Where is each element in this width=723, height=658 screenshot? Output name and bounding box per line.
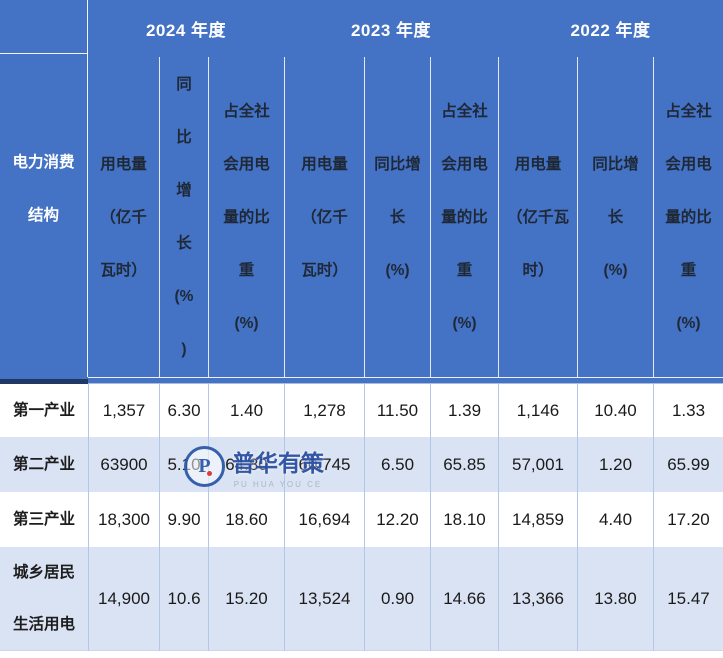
subheader-line: 用电量 — [514, 155, 562, 173]
subheader-line: 占全社 — [665, 102, 712, 120]
value-cell: 1,278 — [284, 384, 364, 437]
row-label: 第三产业 — [0, 492, 88, 547]
subheader-line: (%) — [385, 261, 410, 279]
corner-header-line: 结构 — [27, 206, 59, 224]
subheader-2022-consumption: 用电量 （亿千瓦 时） — [498, 57, 577, 377]
subheader-line: （亿千瓦 — [506, 208, 569, 226]
value-cell: 57,001 — [498, 437, 577, 492]
value-cell: 15.47 — [653, 547, 723, 651]
subheader-line: 会用电 — [223, 155, 270, 173]
subheader-line: 会用电 — [665, 155, 712, 173]
value-cell: 63900 — [88, 437, 159, 492]
value-cell: 0.90 — [364, 547, 430, 651]
value-cell: 4.40 — [577, 492, 653, 547]
subheader-2023-share: 占全社 会用电 量的比 重 (%) — [430, 57, 498, 377]
subheader-line: （亿千 — [301, 208, 348, 226]
value-cell: 14,900 — [88, 547, 159, 651]
row-label: 城乡居民 生活用电 — [0, 547, 88, 651]
value-cell: 1,357 — [88, 384, 159, 437]
subheader-2023-consumption: 用电量 （亿千 瓦时） — [284, 57, 364, 377]
subheader-line: 重 — [238, 261, 255, 279]
subheader-line: 同比增 — [374, 155, 421, 173]
value-cell: 1,146 — [498, 384, 577, 437]
subheader-line: 瓦时） — [301, 261, 348, 279]
subheader-2024-consumption: 用电量 （亿千 瓦时） — [88, 57, 159, 377]
value-cell: 11.50 — [364, 384, 430, 437]
subheader-line: ) — [181, 341, 187, 358]
subheader-line: 重 — [680, 261, 697, 279]
subheader-2023-growth: 同比增 长 (%) — [364, 57, 430, 377]
row-label-line: 生活用电 — [12, 615, 75, 633]
subheader-line: 占全社 — [223, 102, 270, 120]
subheader-line: 同 — [176, 76, 192, 93]
value-cell: 1.39 — [430, 384, 498, 437]
subheader-line: 同比增 — [592, 155, 639, 173]
value-cell: 13,366 — [498, 547, 577, 651]
subheader-line: (%) — [452, 314, 477, 332]
subheader-line: (%) — [603, 261, 628, 279]
value-cell: 10.40 — [577, 384, 653, 437]
row-label-line: 第三产业 — [12, 510, 75, 528]
row-label: 第一产业 — [0, 384, 88, 437]
value-cell: 9.90 — [159, 492, 208, 547]
subheader-2022-share: 占全社 会用电 量的比 重 (%) — [653, 57, 723, 377]
subheader-line: 时） — [522, 261, 554, 279]
subheader-line: 量的比 — [223, 208, 270, 226]
value-cell: 15.20 — [208, 547, 284, 651]
value-cell: 14,859 — [498, 492, 577, 547]
value-cell: 17.20 — [653, 492, 723, 547]
subheader-line: (%) — [676, 314, 701, 332]
corner-header-line: 电力消费 — [12, 153, 75, 171]
value-cell: 1.20 — [577, 437, 653, 492]
value-cell: 60,745 — [284, 437, 364, 492]
value-cell: 18.10 — [430, 492, 498, 547]
subheader-line: 长 — [389, 208, 406, 226]
year-header-2022: 2022 年度 — [498, 0, 723, 57]
subheader-line: 量的比 — [665, 208, 712, 226]
subheader-line: 增 — [176, 182, 192, 199]
subheader-line: 比 — [176, 129, 192, 146]
subheader-2024-growth: 同 比 增 长 (% ) — [159, 57, 208, 377]
subheader-line: 长 — [607, 208, 624, 226]
value-cell: 65.85 — [430, 437, 498, 492]
subheader-line: 量的比 — [441, 208, 488, 226]
row-label-line: 第一产业 — [12, 401, 75, 419]
row-label: 第二产业 — [0, 437, 88, 492]
value-cell: 18,300 — [88, 492, 159, 547]
subheader-line: (%) — [234, 314, 259, 332]
value-cell: 16,694 — [284, 492, 364, 547]
value-cell: 64.80 — [208, 437, 284, 492]
value-cell: 14.66 — [430, 547, 498, 651]
value-cell: 10.6 — [159, 547, 208, 651]
subheader-line: 用电量 — [100, 155, 147, 173]
value-cell: 1.33 — [653, 384, 723, 437]
value-cell: 6.30 — [159, 384, 208, 437]
row-label-line: 城乡居民 — [12, 563, 75, 581]
subheader-line: 重 — [456, 261, 473, 279]
value-cell: 6.50 — [364, 437, 430, 492]
header-underline — [88, 377, 723, 384]
year-header-2024: 2024 年度 — [88, 0, 284, 57]
value-cell: 13.80 — [577, 547, 653, 651]
header-underline-navy — [0, 377, 88, 384]
subheader-line: 用电量 — [301, 155, 348, 173]
subheader-line: 会用电 — [441, 155, 488, 173]
row-label-line: 第二产业 — [12, 455, 75, 473]
subheader-line: （亿千 — [100, 208, 147, 226]
subheader-2024-share: 占全社 会用电 量的比 重 (%) — [208, 57, 284, 377]
subheader-2022-growth: 同比增 长 (%) — [577, 57, 653, 377]
value-cell: 13,524 — [284, 547, 364, 651]
subheader-line: 瓦时） — [100, 261, 147, 279]
subheader-line: 占全社 — [441, 102, 488, 120]
value-cell: 12.20 — [364, 492, 430, 547]
subheader-line: (% — [174, 288, 194, 305]
value-cell: 5.10 — [159, 437, 208, 492]
subheader-line: 长 — [176, 235, 192, 252]
value-cell: 18.60 — [208, 492, 284, 547]
value-cell: 1.40 — [208, 384, 284, 437]
corner-header-cell: 电力消费 结构 — [0, 0, 88, 377]
year-header-2023: 2023 年度 — [284, 0, 498, 57]
value-cell: 65.99 — [653, 437, 723, 492]
